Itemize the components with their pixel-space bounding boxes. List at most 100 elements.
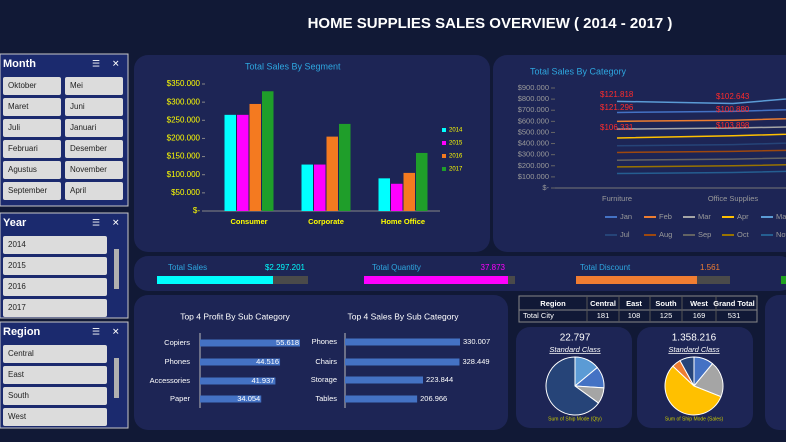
y-tick-label: Phones [165,357,191,366]
slicer-item-label: Central [8,349,34,358]
y-tick-label: $600.000 [518,116,549,125]
slicer-item-label: Oktober [8,81,37,90]
y-tick-label: $500.000 [518,127,549,136]
card-caption: Sum of Ship Mode (Sales) [665,416,724,422]
slicer-item[interactable] [3,140,61,158]
slicer-item-label: East [8,370,25,379]
y-tick-label: $50.000 [171,188,200,197]
line [616,133,786,139]
clear-filter-icon[interactable]: ✕ [112,58,120,68]
line [616,109,786,114]
x-tick-label: Furniture [602,194,632,203]
y-tick-label: $150.000 [167,152,201,161]
slicer-item[interactable] [3,161,61,179]
slicer-item[interactable] [65,140,123,158]
bar [200,358,281,366]
table [518,295,758,323]
slicer-item[interactable] [3,119,61,137]
y-tick-label: Tables [315,394,337,403]
slicer-item[interactable] [3,236,107,254]
legend-swatch [442,128,446,132]
legend-label: 2016 [449,154,463,160]
slicer-item-label: Juni [70,102,85,111]
pie-slice [664,365,722,416]
line [616,126,786,130]
data-label: 55.618 [276,338,299,347]
clear-filter-icon[interactable]: ✕ [112,217,120,227]
y-tick-label: $900.000 [518,83,549,92]
bar [391,183,403,211]
bar [200,377,276,385]
panel [765,295,786,430]
bar [314,164,326,211]
slicer-icon[interactable]: ☰ [92,58,100,68]
card-value: 22.797 [560,333,591,344]
slicer-item[interactable] [3,182,61,200]
y-tick-label: Phones [312,337,338,346]
data-label: 44.516 [256,357,279,366]
slicer-item-label: April [70,186,86,195]
chart-title: Total Sales By Segment [245,61,341,71]
table-cell: 108 [628,311,641,320]
data-label: 206.966 [420,394,447,403]
slicer-icon[interactable]: ☰ [92,217,100,227]
slicer-item[interactable] [65,119,123,137]
y-tick-label: $200.000 [167,134,201,143]
y-tick-label: Paper [170,394,191,403]
slicer-title: Region [3,326,41,338]
y-tick-label: $700.000 [518,105,549,114]
slicer-item[interactable] [3,408,107,426]
legend-label: Mar [698,212,711,221]
slicer-icon[interactable]: ☰ [92,326,100,336]
slicer-item[interactable] [3,98,61,116]
table-cell: 169 [693,311,706,320]
card-caption: Sum of Ship Mode (Qty) [548,416,602,422]
slicer-item[interactable] [3,345,107,363]
legend-label: Aug [659,230,672,239]
table-header: West [690,299,708,308]
slicer-item[interactable] [3,366,107,384]
slicer-item[interactable] [3,77,61,95]
bar [378,178,390,211]
slicer-item[interactable] [3,278,107,296]
slicer-item-label: 2016 [8,282,26,291]
card-subtitle: Standard Class [668,345,720,354]
pie-slice [545,356,600,416]
slicer-item-label: November [70,165,107,174]
slicer-item-label: Februari [8,144,38,153]
legend-label: 2014 [449,128,463,134]
y-tick-label: $300.000 [167,97,201,106]
slicer-item[interactable] [65,161,123,179]
scrollbar [114,358,119,398]
chart-title: Total Sales By Category [530,66,627,76]
kpi-label: Total Quantity [372,263,421,272]
bar [262,91,274,211]
slicer-title: Month [3,58,36,70]
table-header: South [655,299,677,308]
slicer-item[interactable] [3,387,107,405]
line [616,157,786,161]
y-tick-label: $- [542,183,549,192]
slicer-item[interactable] [65,98,123,116]
clear-filter-icon[interactable]: ✕ [112,326,120,336]
slicer-item[interactable] [3,299,107,317]
panel [134,256,786,291]
slicer-item[interactable] [65,182,123,200]
slicer-item-label: Agustus [8,165,37,174]
y-tick-label: $800.000 [518,94,549,103]
kpi-label: Total Sales [168,263,207,272]
slicer-item[interactable] [65,77,123,95]
x-tick-label: Office Supplies [708,194,759,203]
table-cell: Total City [523,311,554,320]
legend-label: May [776,212,786,221]
bar [326,136,338,211]
kpi-bar [364,276,508,284]
legend-label: Sep [698,230,711,239]
slicer-item[interactable] [3,257,107,275]
kpi-bar [157,276,273,284]
table-header: Grand Total [713,299,755,308]
line [616,142,786,147]
bar [237,114,249,211]
bar [301,164,313,211]
